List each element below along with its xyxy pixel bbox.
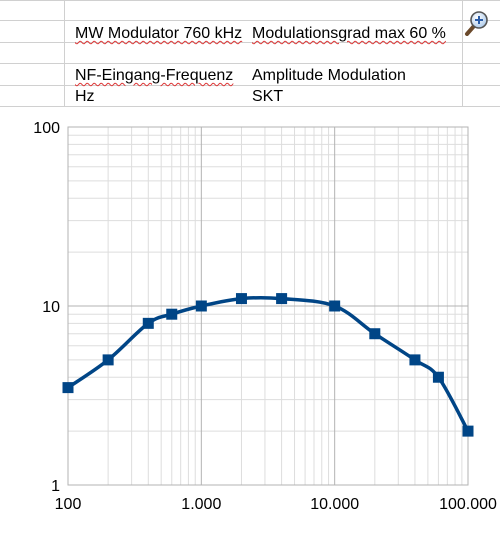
cell-b3[interactable]: NF-Eingang-Frequenz [75,67,233,85]
log-log-line-chart: 1 10 100 100 1.000 10.000 100.000 [33,120,497,513]
data-point [195,300,207,312]
zoom-in-magnifier-icon [465,11,488,36]
data-point [369,328,381,340]
data-point [62,382,74,394]
data-point [329,300,341,312]
data-point [276,293,288,305]
cell-c1[interactable]: Modulationsgrad max 60 % [252,25,446,43]
series-line [67,295,470,432]
data-point [432,371,444,383]
data-point [166,308,178,320]
data-point [142,317,154,329]
cell-c3[interactable]: Amplitude Modulation [252,67,406,85]
data-point [235,293,247,305]
cell-b3-text: NF-Eingang-Frequenz [75,67,234,84]
plot-border [67,126,469,486]
data-point [462,425,474,437]
cell-c4[interactable]: SKT [252,88,283,106]
data-point [102,354,114,366]
x-tick-label: 100 [55,496,82,513]
cell-c4-text: SKT [252,88,284,105]
cell-b4[interactable]: Hz [75,88,95,106]
chart-area[interactable]: 1 10 100 100 1.000 10.000 100.000 [0,110,500,535]
cell-b4-text: Hz [75,88,95,105]
x-tick-label: 1.000 [181,496,221,513]
zoom-in-button[interactable] [464,10,490,36]
y-tick-label: 1 [51,478,60,495]
cell-b1-text: MW Modulator 760 kHz [75,25,243,42]
x-tick-label: 10.000 [310,496,359,513]
y-tick-label: 10 [42,299,60,316]
cell-b1[interactable]: MW Modulator 760 kHz [75,25,242,43]
x-tick-label: 100.000 [439,496,497,513]
cell-c1-text: Modulationsgrad max 60 % [252,25,446,42]
chart-grid [67,126,469,486]
cell-c3-text: Amplitude Modulation [252,67,406,84]
data-point [409,354,421,366]
y-tick-label: 100 [33,120,60,137]
